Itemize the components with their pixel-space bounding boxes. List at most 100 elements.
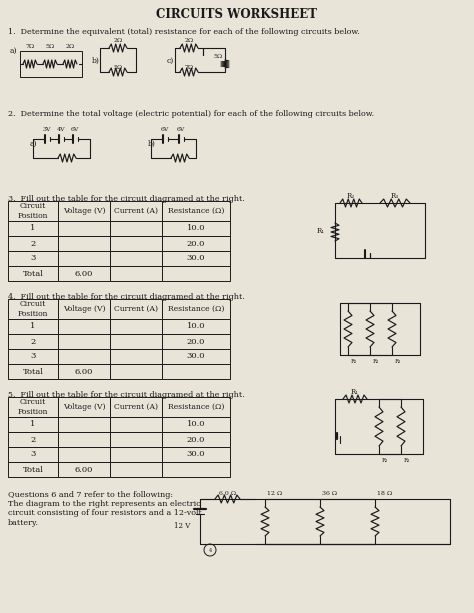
- Bar: [8, 462, 58, 477]
- Bar: [162, 236, 230, 251]
- Text: 10.0: 10.0: [187, 322, 205, 330]
- Text: 5Ω: 5Ω: [113, 65, 123, 70]
- Text: Questions 6 and 7 refer to the following:
The diagram to the right represents an: Questions 6 and 7 refer to the following…: [8, 491, 202, 527]
- Bar: [20, 51, 82, 77]
- Bar: [58, 397, 110, 417]
- Text: 6.0 Ω: 6.0 Ω: [219, 491, 237, 496]
- Text: 3: 3: [30, 254, 36, 262]
- Bar: [58, 432, 110, 447]
- Text: Current (A): Current (A): [114, 305, 158, 313]
- Text: R₃: R₃: [395, 359, 401, 364]
- Text: 10.0: 10.0: [187, 224, 205, 232]
- Bar: [58, 462, 110, 477]
- Bar: [58, 447, 110, 462]
- Bar: [162, 447, 230, 462]
- Text: 4.  Fill out the table for the circuit diagramed at the right.: 4. Fill out the table for the circuit di…: [8, 293, 245, 301]
- Bar: [58, 201, 110, 221]
- Bar: [58, 266, 110, 281]
- Bar: [162, 432, 230, 447]
- Text: 4: 4: [209, 547, 211, 552]
- Text: 6V: 6V: [161, 127, 169, 132]
- Bar: [8, 236, 58, 251]
- Text: Voltage (V): Voltage (V): [63, 403, 105, 411]
- Text: 12 Ω: 12 Ω: [267, 491, 283, 496]
- Bar: [58, 251, 110, 266]
- Bar: [110, 201, 162, 221]
- Text: 1: 1: [30, 224, 36, 232]
- Bar: [162, 397, 230, 417]
- Text: 2.  Determine the total voltage (electric potential) for each of the following c: 2. Determine the total voltage (electric…: [8, 110, 374, 118]
- Bar: [8, 447, 58, 462]
- Text: c): c): [167, 57, 174, 65]
- Bar: [162, 201, 230, 221]
- Bar: [110, 266, 162, 281]
- Text: R₁: R₁: [317, 227, 325, 235]
- Text: 3: 3: [30, 451, 36, 459]
- Text: 1: 1: [30, 421, 36, 428]
- Text: Total: Total: [22, 368, 44, 376]
- Bar: [58, 417, 110, 432]
- Text: R₃: R₃: [404, 458, 410, 463]
- Text: Voltage (V): Voltage (V): [63, 305, 105, 313]
- Bar: [162, 319, 230, 334]
- Bar: [110, 299, 162, 319]
- Text: 2Ω: 2Ω: [184, 38, 193, 43]
- Text: Voltage (V): Voltage (V): [63, 207, 105, 215]
- Bar: [162, 299, 230, 319]
- Bar: [110, 447, 162, 462]
- Text: 6.00: 6.00: [75, 368, 93, 376]
- Text: 20.0: 20.0: [187, 338, 205, 346]
- Text: 5Ω: 5Ω: [46, 44, 55, 49]
- Text: 30.0: 30.0: [187, 352, 205, 360]
- Bar: [162, 334, 230, 349]
- Bar: [8, 397, 58, 417]
- Bar: [8, 221, 58, 236]
- Bar: [110, 251, 162, 266]
- Text: 4V: 4V: [57, 127, 65, 132]
- Text: 6V: 6V: [71, 127, 79, 132]
- Bar: [162, 349, 230, 364]
- Text: Current (A): Current (A): [114, 403, 158, 411]
- Text: 5.  Fill out the table for the circuit diagramed at the right.: 5. Fill out the table for the circuit di…: [8, 391, 245, 399]
- Text: Circuit
Position: Circuit Position: [18, 300, 48, 318]
- Text: 36 Ω: 36 Ω: [322, 491, 337, 496]
- Bar: [110, 462, 162, 477]
- Text: 1: 1: [30, 322, 36, 330]
- Bar: [110, 334, 162, 349]
- Text: b): b): [92, 57, 100, 65]
- Bar: [110, 349, 162, 364]
- Text: 2Ω: 2Ω: [113, 38, 123, 43]
- Circle shape: [204, 544, 216, 556]
- Text: 2Ω: 2Ω: [65, 44, 74, 49]
- Text: b): b): [148, 140, 156, 148]
- Bar: [110, 432, 162, 447]
- Text: 30.0: 30.0: [187, 451, 205, 459]
- Text: 12 V: 12 V: [174, 522, 190, 530]
- Text: Current (A): Current (A): [114, 207, 158, 215]
- Text: 7Ω: 7Ω: [26, 44, 35, 49]
- Bar: [8, 201, 58, 221]
- Bar: [8, 417, 58, 432]
- Text: R₂: R₂: [347, 192, 355, 200]
- Bar: [110, 236, 162, 251]
- Text: 3: 3: [30, 352, 36, 360]
- Text: 2: 2: [30, 338, 36, 346]
- Text: 10.0: 10.0: [187, 421, 205, 428]
- Bar: [162, 266, 230, 281]
- Text: 2: 2: [30, 240, 36, 248]
- Text: 18 Ω: 18 Ω: [377, 491, 392, 496]
- Bar: [110, 221, 162, 236]
- Bar: [8, 364, 58, 379]
- Text: 6V: 6V: [177, 127, 185, 132]
- Text: 6.00: 6.00: [75, 465, 93, 473]
- Bar: [8, 349, 58, 364]
- Bar: [58, 236, 110, 251]
- Text: Circuit
Position: Circuit Position: [18, 398, 48, 416]
- Bar: [162, 364, 230, 379]
- Text: 20.0: 20.0: [187, 240, 205, 248]
- Text: 7Ω: 7Ω: [184, 65, 193, 70]
- Text: R₁: R₁: [351, 388, 359, 396]
- Bar: [110, 364, 162, 379]
- Text: R₃: R₃: [391, 192, 399, 200]
- Text: R₂: R₂: [382, 458, 388, 463]
